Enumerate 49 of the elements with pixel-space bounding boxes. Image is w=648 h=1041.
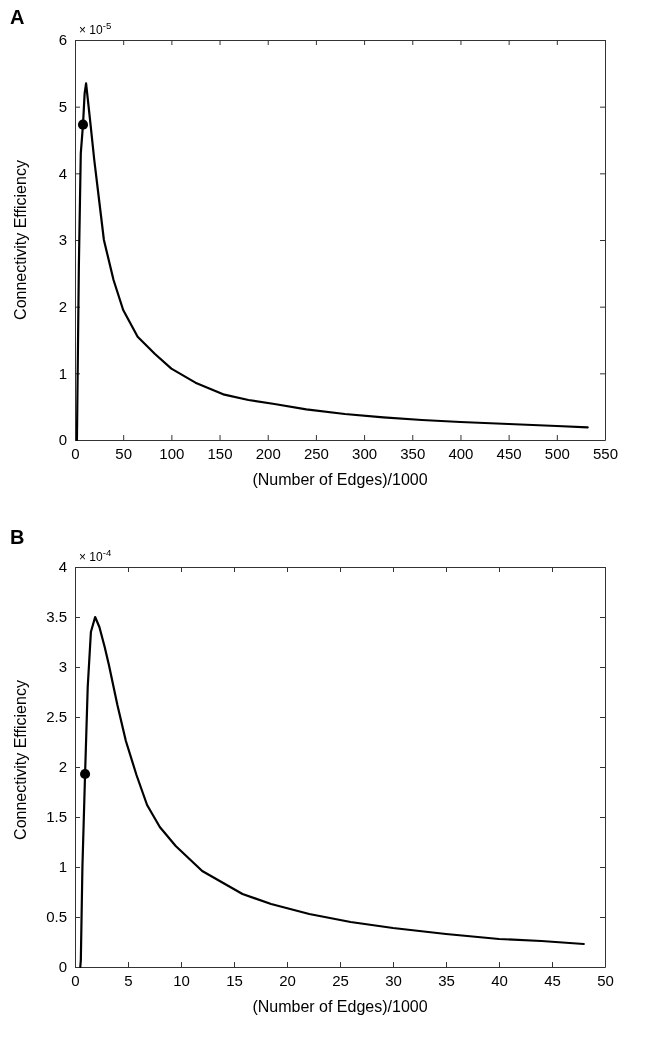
x-tick-label: 40 [491,971,508,989]
y-tick-label: 0 [58,958,67,976]
x-tick-label: 300 [352,444,378,462]
text: × 10$^{-5}$ [79,19,112,37]
chart-title: B [10,526,25,548]
x-tick-label: 0 [71,971,80,989]
y-tick-label: 5 [58,97,67,115]
line-series [79,615,585,969]
x-tick-label: 400 [448,444,474,462]
x-tick-label: 50 [115,444,133,462]
y-tick-label: 2 [58,758,67,776]
x-tick-label: 10 [173,971,190,989]
line-series [75,82,589,442]
x-tick-label: 50 [597,971,614,989]
x-tick-label: 5 [124,971,133,989]
x-tick-label: 30 [385,971,402,989]
y-tick-label: 3 [58,658,67,676]
chart-title: A [10,6,25,28]
text: × 10$^{-4}$ [79,546,112,564]
y-axis-title: Connectivity Efficiency [12,680,29,840]
x-tick-label: 450 [496,444,522,462]
y-axis-title: Connectivity Efficiency [12,160,29,320]
x-tick-label: 200 [255,444,281,462]
x-axis-title: (Number of Edges)/1000 [252,471,428,488]
x-tick-label: 25 [332,971,349,989]
x-tick-label: 250 [303,444,329,462]
x-tick-label: 20 [279,971,296,989]
x-tick-label: 35 [438,971,455,989]
y-tick-label: 4 [58,164,67,182]
x-tick-label: 500 [544,444,570,462]
y-tick-label: 1 [58,858,67,876]
y-tick-label: 3.5 [46,608,67,626]
y-tick-label: 6 [58,31,67,49]
x-axis-title: (Number of Edges)/1000 [252,998,428,1015]
y-tick-label: 1 [58,364,67,382]
x-tick-label: 0 [71,444,80,462]
x-tick-label: 45 [544,971,561,989]
x-tick-label: 150 [207,444,233,462]
y-tick-label: 0 [58,431,67,449]
y-tick-label: 3 [58,231,67,249]
x-tick-label: 15 [226,971,243,989]
y-tick-label: 2.5 [46,708,67,726]
y-tick-label: 1.5 [46,808,67,826]
y-tick-label: 0.5 [46,908,67,926]
y-tick-label: 2 [58,297,67,315]
x-tick-label: 350 [400,444,426,462]
x-tick-label: 550 [592,444,619,462]
y-tick-label: 4 [58,558,67,576]
x-tick-label: 100 [159,444,185,462]
